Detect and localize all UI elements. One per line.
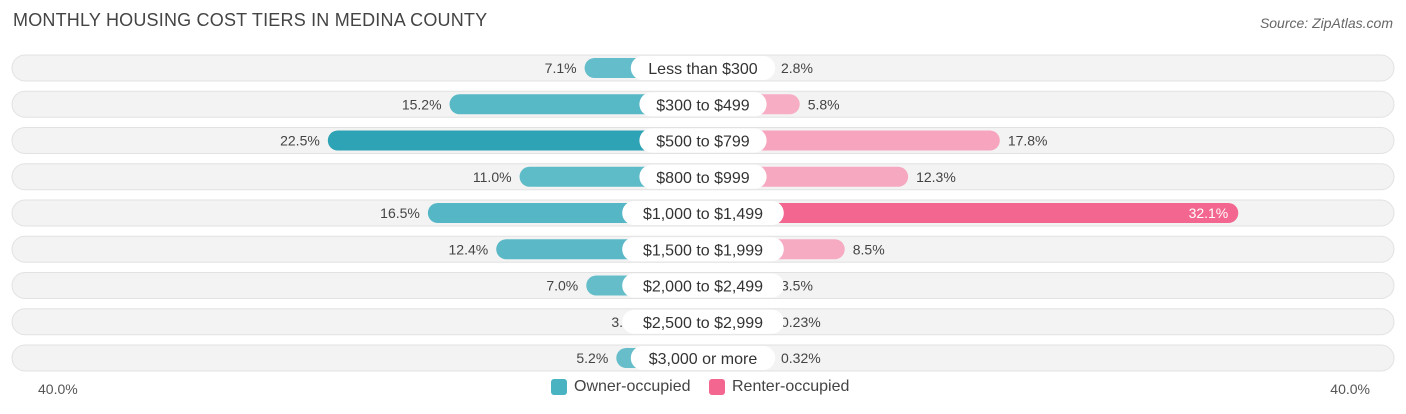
owner-value-label: 7.0% xyxy=(546,278,578,294)
category-label: $3,000 or more xyxy=(649,351,758,368)
category-label: $2,000 to $2,499 xyxy=(643,279,763,296)
category-pill xyxy=(630,56,776,80)
owner-bar xyxy=(327,130,703,151)
renter-value-label: 0.23% xyxy=(781,314,821,330)
legend-item-renter[interactable]: Renter-occupied xyxy=(709,378,849,396)
renter-value-label: 17.8% xyxy=(1008,133,1048,149)
renter-bar xyxy=(703,203,1239,223)
renter-value-label: 8.5% xyxy=(853,241,885,257)
legend-label-renter: Renter-occupied xyxy=(732,378,850,395)
owner-value-label: 15.2% xyxy=(402,96,442,112)
legend-swatch-owner xyxy=(551,379,567,395)
renter-bar xyxy=(703,130,1000,151)
category-label: $800 to $999 xyxy=(656,170,750,187)
category-pill xyxy=(622,309,784,334)
category-pill xyxy=(622,237,784,262)
renter-value-label: 0.32% xyxy=(781,350,821,366)
owner-value-label: 22.5% xyxy=(280,133,320,149)
legend-swatch-renter xyxy=(709,379,725,395)
renter-value-label: 5.8% xyxy=(808,96,840,112)
renter-value-label: 2.8% xyxy=(781,60,813,76)
axis-label-right: 40.0% xyxy=(1330,381,1370,397)
category-pill xyxy=(622,273,784,298)
category-label: $2,500 to $2,999 xyxy=(643,315,763,332)
renter-value-label: 3.5% xyxy=(781,278,813,294)
legend-item-owner[interactable]: Owner-occupied xyxy=(551,378,691,396)
category-label: $500 to $799 xyxy=(656,134,750,151)
owner-value-label: 16.5% xyxy=(380,205,420,221)
owner-value-label: 12.4% xyxy=(449,241,489,257)
owner-value-label: 5.2% xyxy=(576,350,608,366)
category-label: $300 to $499 xyxy=(656,97,750,114)
chart-source: Source: ZipAtlas.com xyxy=(1259,15,1393,31)
category-pill xyxy=(639,128,767,153)
category-label: $1,500 to $1,999 xyxy=(643,242,763,259)
category-pill xyxy=(639,164,767,189)
category-pill xyxy=(622,201,784,225)
axis-label-left: 40.0% xyxy=(38,381,78,397)
category-label: Less than $300 xyxy=(648,61,758,78)
renter-value-label: 12.3% xyxy=(916,169,956,185)
owner-value-label: 7.1% xyxy=(545,60,577,76)
legend-label-owner: Owner-occupied xyxy=(574,378,691,395)
category-pill xyxy=(630,346,776,370)
legend: Owner-occupied Renter-occupied xyxy=(0,378,1406,400)
owner-bar xyxy=(449,94,703,115)
chart-title: MONTHLY HOUSING COST TIERS IN MEDINA COU… xyxy=(13,10,488,30)
category-pill xyxy=(639,92,767,117)
renter-value-label: 32.1% xyxy=(1189,205,1229,221)
category-label: $1,000 to $1,499 xyxy=(643,206,763,223)
owner-value-label: 11.0% xyxy=(473,169,512,185)
